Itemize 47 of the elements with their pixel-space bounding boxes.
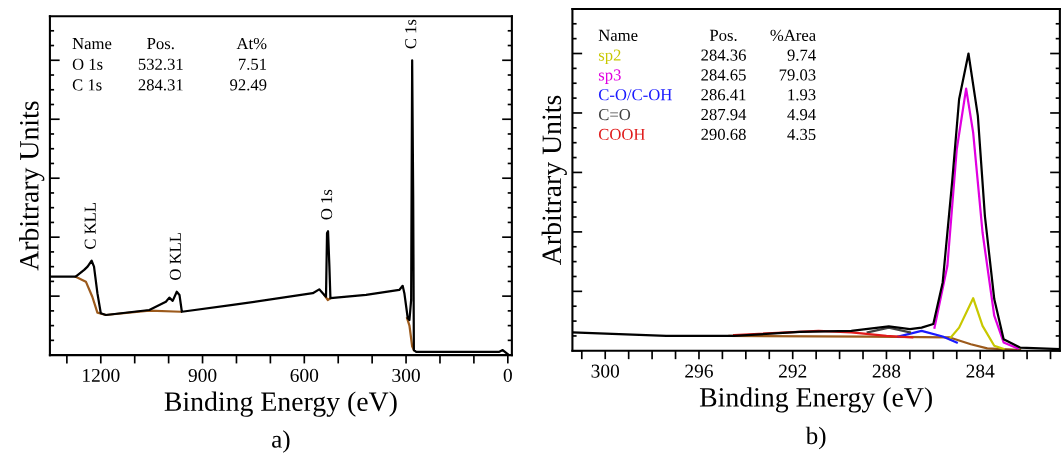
y-axis-title: Arbitrary Units: [19, 101, 45, 271]
text: sp2: [598, 49, 621, 65]
annotation: 9.74: [787, 49, 816, 61]
x-tick-label: 1200: [83, 368, 120, 382]
annotation: 4.94: [787, 108, 816, 121]
annotation: C 1s: [72, 79, 102, 91]
annotation: 284.31: [138, 79, 183, 91]
x-tick-label: 900: [188, 368, 217, 382]
annotation: O KLL: [169, 233, 181, 280]
text: Pos.: [147, 38, 174, 50]
annotation: 286.41: [701, 89, 746, 101]
text: COOH: [598, 128, 645, 141]
x-tick-label: 292: [778, 364, 807, 378]
annotation: O 1s: [72, 58, 103, 70]
annotation: 4.35: [787, 128, 816, 141]
text: C-O/C-OH: [598, 89, 672, 101]
x-tick-label: 288: [872, 364, 901, 378]
x-tick-label: 0: [503, 368, 512, 382]
x-axis-title: Binding Energy (eV): [164, 391, 397, 417]
text: b): [805, 426, 826, 450]
annotation: 92.49: [230, 79, 267, 91]
text: sp3: [598, 69, 621, 84]
annotation: 7.51: [238, 58, 267, 70]
annotation: 1.93: [788, 89, 816, 101]
text: Name: [598, 29, 638, 41]
annotation: O 1s: [321, 189, 333, 220]
annotation: 284.65: [701, 69, 746, 81]
x-tick-label: 300: [591, 364, 620, 378]
text: Pos.: [709, 29, 737, 41]
x-tick-label: 284: [966, 364, 995, 378]
annotation: C KLL: [84, 202, 96, 249]
x-axis-title: Binding Energy (eV): [699, 387, 932, 413]
text: Name: [72, 38, 112, 50]
annotation: 290.68: [701, 128, 746, 141]
text: a): [272, 430, 290, 453]
text: %Area: [770, 29, 816, 41]
annotation: 532.31: [138, 58, 183, 70]
annotation: C 1s: [405, 19, 417, 49]
annotation: 287.94: [701, 108, 747, 121]
x-tick-label: 296: [685, 364, 713, 378]
x-tick-label: 300: [392, 368, 420, 382]
x-tick-label: 600: [290, 368, 319, 382]
text: At%: [236, 37, 267, 50]
y-axis-title: Arbitrary Units: [541, 95, 567, 265]
annotation: 284.36: [701, 49, 746, 61]
annotation: 79.03: [779, 69, 816, 81]
text: C=O: [598, 108, 631, 121]
